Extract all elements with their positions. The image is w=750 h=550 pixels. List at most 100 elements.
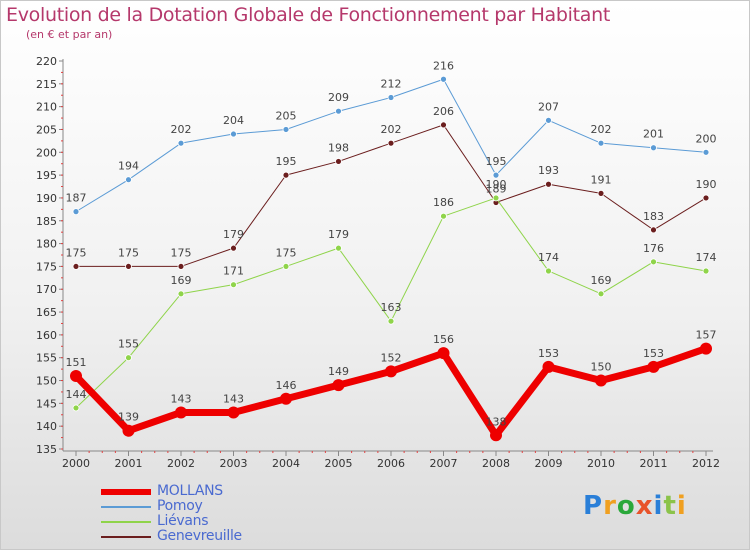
x-tick-label: 2005 [325,457,353,470]
y-tick-label: 150 [36,375,57,388]
logo-letter: i [676,491,687,521]
data-label-mollans: 146 [276,379,297,392]
data-label-lievans: 175 [276,246,297,259]
y-tick-label: 160 [36,329,57,342]
data-label-mollans: 156 [433,333,454,346]
proxiti-logo: Proxiti [583,491,687,521]
data-point-genevreuille [387,139,395,147]
data-label-mollans: 153 [538,347,559,360]
x-tick-label: 2012 [692,457,720,470]
chart-subtitle: (en € et par an) [26,28,113,41]
data-label-lievans: 169 [591,274,612,287]
x-tick-label: 2002 [167,457,195,470]
data-point-lievans [545,267,552,275]
legend-swatch-pomoy [101,506,151,508]
data-label-pomoy: 200 [696,132,717,145]
data-point-pomoy [177,139,185,147]
y-tick-label: 215 [36,78,57,91]
legend-swatch-mollans [101,489,151,495]
data-label-genevreuille: 191 [591,173,612,186]
data-point-mollans [595,374,607,387]
y-tick-label: 185 [36,215,57,228]
data-label-genevreuille: 175 [118,246,139,259]
data-label-lievans: 174 [538,251,559,264]
data-point-genevreuille [440,121,447,129]
y-tick-label: 195 [36,169,57,182]
y-tick-label: 155 [36,352,57,365]
data-point-genevreuille [597,189,605,197]
data-point-pomoy [125,176,132,184]
data-point-mollans [227,406,240,419]
y-tick-label: 145 [36,397,57,410]
data-label-pomoy: 195 [486,155,507,168]
data-label-lievans: 155 [118,338,139,351]
x-tick-label: 2004 [272,457,300,470]
data-point-mollans [385,365,397,378]
data-point-mollans [647,360,660,373]
y-tick-label: 205 [36,123,57,136]
data-label-lievans: 186 [433,196,454,209]
data-label-pomoy: 202 [591,123,612,136]
y-tick-label: 200 [36,146,57,159]
data-label-lievans: 171 [223,265,244,278]
y-tick-label: 140 [36,420,57,433]
data-point-lievans [125,354,132,362]
y-tick-label: 180 [36,238,57,251]
data-label-lievans: 169 [171,274,192,287]
data-point-pomoy [230,130,237,138]
data-label-genevreuille: 193 [538,164,559,177]
data-label-pomoy: 212 [381,78,402,91]
data-point-genevreuille [650,226,657,234]
data-point-lievans [597,290,605,298]
data-label-genevreuille: 198 [328,141,349,154]
data-point-mollans [175,406,187,419]
data-label-lievans: 176 [643,242,664,255]
logo-letter: i [653,491,664,521]
data-point-pomoy [650,144,657,152]
logo-letter: o [616,491,636,521]
data-point-genevreuille [125,263,132,270]
x-tick-label: 2001 [115,457,143,470]
data-point-genevreuille [282,171,290,179]
logo-letter: P [583,491,604,521]
data-label-pomoy: 205 [276,109,297,122]
data-point-mollans [70,369,82,382]
data-label-mollans: 151 [66,356,87,369]
logo-letter: x [635,491,654,521]
data-point-genevreuille [230,244,237,252]
data-point-lievans [650,258,657,266]
data-point-lievans [230,281,237,289]
data-point-pomoy [545,116,552,124]
data-point-genevreuille [545,180,552,188]
data-label-pomoy: 216 [433,59,454,72]
data-label-genevreuille: 189 [486,183,507,196]
data-point-mollans [332,379,345,392]
legend-label-mollans: MOLLANS [157,483,223,499]
data-point-mollans [490,429,502,442]
data-label-mollans: 138 [486,415,507,428]
data-point-lievans [440,212,447,220]
data-label-pomoy: 187 [66,192,87,205]
legend-label-genevreuille: Genevreuille [157,528,242,544]
data-point-genevreuille [702,194,710,202]
logo-letter: t [663,491,677,521]
y-tick-label: 190 [36,192,57,205]
data-point-pomoy [492,171,500,179]
data-label-lievans: 163 [381,301,402,314]
data-label-mollans: 152 [381,351,402,364]
data-label-mollans: 143 [223,392,244,405]
data-point-lievans [387,317,395,325]
x-tick-label: 2003 [220,457,248,470]
data-label-mollans: 149 [328,365,349,378]
data-point-lievans [702,267,710,275]
data-point-lievans [72,404,80,412]
data-point-pomoy [440,75,447,83]
data-point-lievans [335,244,342,252]
data-point-genevreuille [177,263,185,270]
x-tick-label: 2010 [587,457,615,470]
data-label-mollans: 157 [696,329,717,342]
data-point-mollans [700,342,712,355]
data-label-pomoy: 209 [328,91,349,104]
legend-swatch-genevreuille [101,536,151,538]
